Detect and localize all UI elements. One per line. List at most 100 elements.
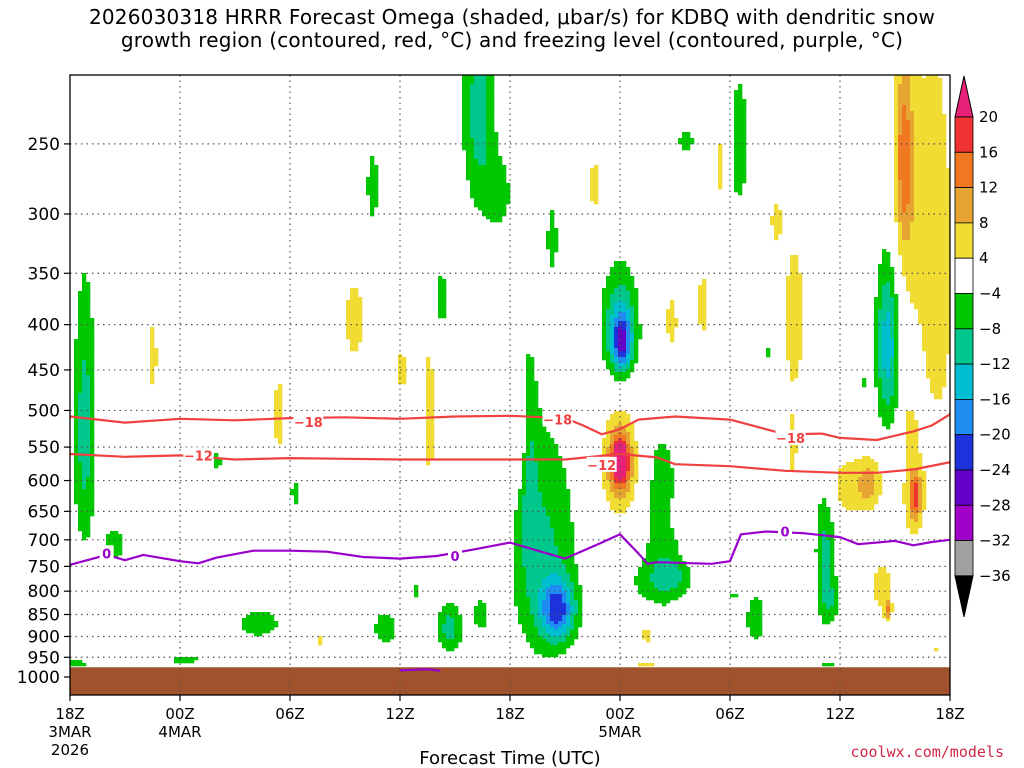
- omega-cell: [78, 456, 91, 460]
- omega-cell: [574, 585, 583, 589]
- omega-cell: [634, 333, 643, 337]
- omega-cell: [514, 579, 527, 583]
- omega-cell: [790, 258, 799, 262]
- omega-cell: [546, 243, 559, 247]
- omega-cell: [574, 594, 583, 598]
- omega-cell: [606, 279, 635, 283]
- omega-cell: [878, 279, 895, 283]
- omega-cell: [626, 495, 635, 499]
- omega-cell: [922, 324, 950, 328]
- omega-cell: [902, 267, 950, 271]
- omega-cell: [918, 495, 923, 499]
- omega-cell: [906, 507, 911, 511]
- title-line-1: 2026030318 HRRR Forecast Omega (shaded, …: [88, 5, 936, 29]
- colorbar-bin-11: [954, 469, 974, 506]
- omega-cell: [214, 459, 223, 463]
- dendritic-contour-1: [70, 452, 950, 474]
- omega-cell: [630, 318, 635, 322]
- omega-cell: [546, 510, 571, 514]
- omega-cell: [470, 108, 487, 112]
- omega-cell: [922, 486, 927, 490]
- omega-cell: [518, 612, 531, 616]
- omega-cell: [934, 648, 939, 652]
- omega-cell: [786, 351, 803, 355]
- omega-cell: [922, 480, 927, 484]
- omega-cell: [290, 489, 299, 493]
- omega-cell: [610, 300, 619, 304]
- omega-cell: [486, 150, 499, 154]
- omega-cell: [606, 276, 635, 280]
- omega-cell: [526, 633, 539, 637]
- omega-cell: [870, 468, 879, 472]
- omega-cell: [862, 378, 867, 382]
- freezing-contour-0-label: 0: [450, 550, 459, 565]
- omega-cell: [602, 321, 607, 325]
- omega-cell: [894, 318, 899, 322]
- omega-cell: [822, 558, 831, 562]
- omega-cell: [734, 177, 747, 181]
- omega-cell: [74, 483, 83, 487]
- omega-cell: [894, 192, 899, 196]
- omega-cell: [462, 81, 475, 85]
- omega-cell: [754, 636, 759, 640]
- omega-cell: [470, 102, 487, 106]
- omega-cell: [610, 360, 615, 364]
- omega-cell: [822, 561, 831, 565]
- omega-cell: [614, 363, 619, 367]
- omega-cell: [902, 180, 911, 184]
- omega-cell: [370, 213, 375, 217]
- omega-cell: [614, 291, 631, 295]
- omega-cell: [630, 432, 635, 436]
- omega-cell: [718, 168, 723, 172]
- omega-cell: [874, 312, 879, 316]
- omega-cell: [570, 618, 575, 622]
- omega-cell: [894, 111, 899, 115]
- omega-cell: [882, 249, 887, 253]
- omega-cell: [454, 636, 463, 640]
- omega-cell: [426, 417, 435, 421]
- omega-cell: [610, 504, 631, 508]
- omega-cell: [74, 399, 79, 403]
- omega-cell: [602, 351, 611, 355]
- omega-cell: [878, 327, 883, 331]
- colorbar-bin-6: [954, 293, 974, 330]
- omega-cell: [898, 210, 903, 214]
- omega-cell: [642, 558, 659, 562]
- omega-cell: [546, 234, 559, 238]
- omega-cell: [546, 237, 559, 241]
- omega-cell: [106, 552, 123, 556]
- omega-cell: [894, 126, 899, 130]
- omega-cell: [74, 348, 95, 352]
- omega-cell: [462, 126, 471, 130]
- omega-cell: [774, 231, 783, 235]
- omega-cell: [346, 312, 363, 316]
- omega-cell: [438, 618, 447, 622]
- omega-cell: [818, 552, 823, 556]
- omega-cell: [910, 84, 943, 88]
- omega-cell: [818, 579, 823, 583]
- omega-cell: [822, 576, 831, 580]
- omega-cell: [830, 606, 839, 610]
- omega-cell: [150, 363, 159, 367]
- omega-cell: [610, 342, 615, 346]
- omega-cell: [830, 555, 835, 559]
- omega-cell: [822, 564, 831, 568]
- omega-cell: [486, 216, 503, 220]
- omega-cell: [834, 588, 839, 592]
- omega-cell: [734, 174, 747, 178]
- omega-cell: [878, 330, 883, 334]
- omega-cell: [786, 324, 803, 328]
- omega-cell: [894, 105, 899, 109]
- omega-cell: [78, 306, 91, 310]
- omega-cell: [878, 342, 883, 346]
- omega-cell: [614, 366, 619, 370]
- omega-cell: [82, 369, 87, 373]
- omega-cell: [750, 606, 763, 610]
- omega-cell: [890, 312, 895, 316]
- omega-cell: [878, 294, 883, 298]
- omega-cell: [898, 186, 903, 190]
- omega-cell: [478, 159, 487, 163]
- omega-cell: [790, 462, 795, 466]
- omega-cell: [90, 435, 95, 439]
- omega-cell: [438, 288, 447, 292]
